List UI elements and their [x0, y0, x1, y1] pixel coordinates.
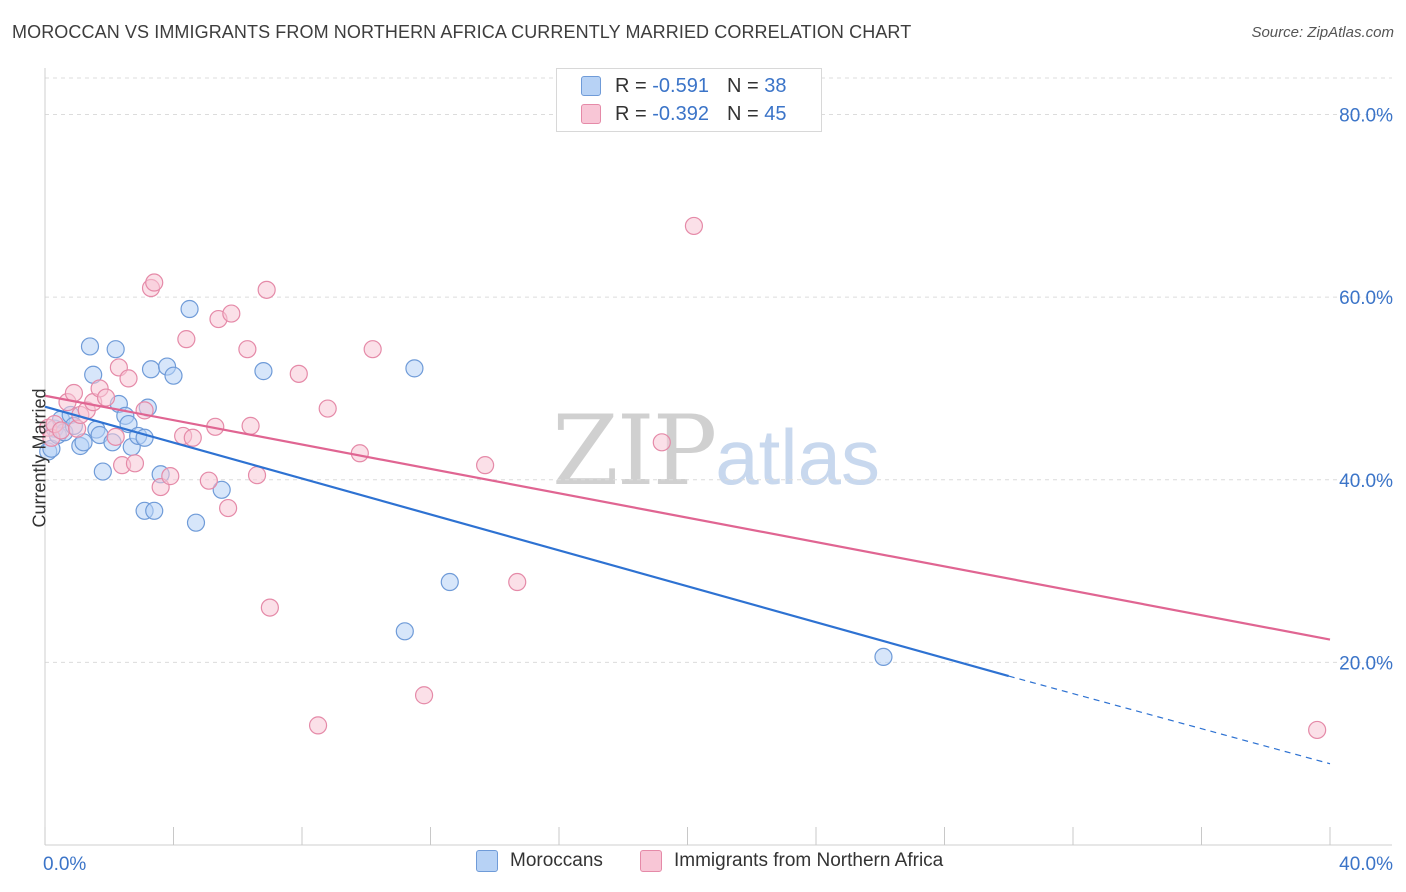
- watermark-atlas: atlas: [715, 413, 880, 501]
- immigrants-point: [652, 433, 671, 452]
- r-value: -0.591: [652, 74, 709, 97]
- immigrants-point: [241, 416, 260, 435]
- immigrants-point: [145, 273, 164, 292]
- immigrants-point: [238, 340, 257, 359]
- immigrants-trend-line: [44, 394, 1331, 641]
- immigrants-point: [1308, 720, 1327, 740]
- immigrants-point: [289, 364, 308, 383]
- immigrants-point: [363, 340, 382, 359]
- immigrants-point: [125, 454, 145, 473]
- moroccans-point: [212, 480, 231, 499]
- legend-label-moroccans: Moroccans: [510, 850, 603, 871]
- moroccans-point: [186, 513, 206, 532]
- r-value: -0.392: [652, 102, 709, 125]
- moroccans-point: [440, 572, 459, 592]
- immigrants-point: [64, 383, 84, 403]
- series-legend: Moroccans Immigrants from Northern Afric…: [0, 850, 1406, 878]
- legend-item-moroccans: Moroccans: [476, 850, 603, 872]
- n-label: N =: [726, 74, 759, 97]
- immigrants-point: [219, 498, 238, 518]
- r-label: R =: [615, 102, 647, 125]
- moroccans-swatch: [581, 76, 601, 96]
- moroccans-point: [80, 337, 100, 356]
- moroccans-point: [874, 647, 893, 667]
- immigrants-point: [119, 369, 138, 388]
- moroccans-legend-swatch: [476, 850, 498, 872]
- immigrants-point: [199, 471, 218, 490]
- n-value: 38: [764, 74, 787, 97]
- y-axis-label: Currently Married: [29, 388, 50, 528]
- immigrants-point: [96, 388, 116, 407]
- source-label: Source: ZipAtlas.com: [1251, 24, 1394, 41]
- immigrants-point: [308, 716, 328, 735]
- moroccans-trend-extension: [1008, 675, 1331, 765]
- moroccans-point: [106, 340, 125, 359]
- moroccans-point: [141, 360, 161, 379]
- y-tick-label: 20.0%: [1339, 653, 1393, 674]
- n-label: N =: [726, 102, 759, 125]
- n-value: 45: [764, 102, 787, 125]
- y-tick-label: 80.0%: [1339, 106, 1393, 127]
- immigrants-point: [260, 598, 279, 617]
- chart-title: MOROCCAN VS IMMIGRANTS FROM NORTHERN AFR…: [12, 22, 912, 42]
- immigrants-point: [257, 280, 276, 299]
- immigrants-point: [318, 399, 337, 418]
- legend-row-immigrants: R = -0.392 N = 45: [581, 100, 786, 128]
- legend-label-immigrants: Immigrants from Northern Africa: [674, 850, 944, 871]
- legend-item-immigrants: Immigrants from Northern Africa: [640, 850, 943, 872]
- watermark-zip: ZIP: [552, 395, 717, 507]
- immigrants-point: [183, 428, 202, 447]
- immigrants-point: [106, 427, 125, 446]
- correlation-legend: R = -0.591 N = 38 R = -0.392 N = 45: [556, 68, 822, 132]
- immigrants-point: [414, 686, 434, 705]
- y-tick-label: 60.0%: [1339, 288, 1393, 309]
- immigrants-point: [51, 421, 71, 440]
- immigrants-point: [177, 330, 196, 349]
- y-tick-label: 40.0%: [1339, 471, 1393, 492]
- moroccans-point: [180, 299, 199, 319]
- moroccans-point: [93, 462, 112, 481]
- moroccans-point: [145, 501, 164, 520]
- moroccans-point: [254, 362, 273, 381]
- watermark: ZIPatlas: [552, 395, 880, 507]
- moroccans-point: [395, 622, 414, 641]
- r-label: R =: [615, 74, 647, 97]
- immigrants-swatch: [581, 104, 601, 124]
- moroccans-point: [164, 366, 183, 385]
- immigrants-legend-swatch: [640, 850, 662, 872]
- immigrants-point: [247, 466, 267, 485]
- x-tick-label: 0.0%: [43, 854, 86, 875]
- immigrants-point: [684, 216, 704, 236]
- moroccans-trend-line: [44, 405, 1010, 678]
- immigrants-point: [508, 572, 527, 592]
- x-tick-label: 40.0%: [1339, 854, 1393, 875]
- immigrants-point: [476, 456, 495, 475]
- immigrants-point: [161, 467, 180, 486]
- moroccans-point: [405, 359, 424, 378]
- immigrants-point: [222, 304, 241, 323]
- legend-row-moroccans: R = -0.591 N = 38: [581, 72, 786, 100]
